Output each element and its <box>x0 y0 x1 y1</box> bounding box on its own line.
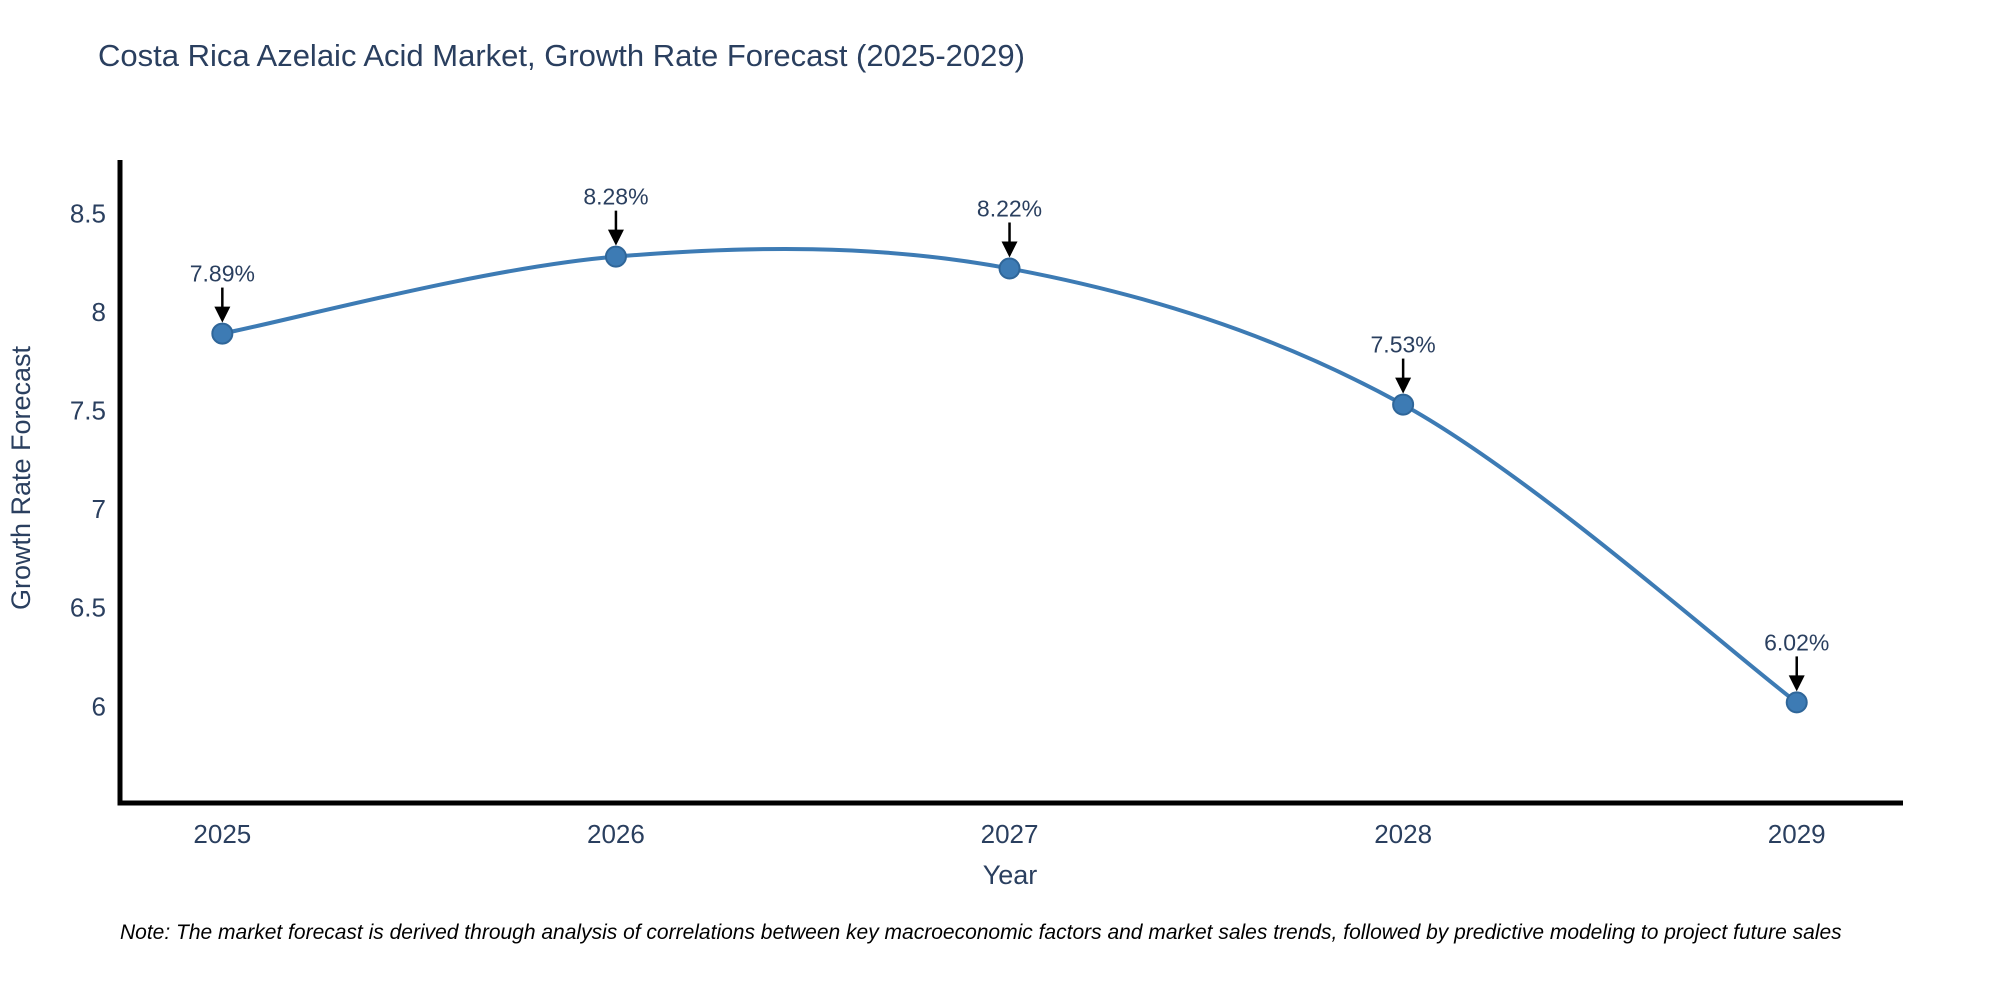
y-tick-label: 6 <box>92 691 106 721</box>
point-value-label: 7.53% <box>1371 332 1436 358</box>
forecast-line <box>221 246 1798 704</box>
point-value-label: 8.28% <box>583 184 648 210</box>
x-tick-label: 2028 <box>1374 819 1432 849</box>
chart-title: Costa Rica Azelaic Acid Market, Growth R… <box>98 38 1025 73</box>
axes <box>117 160 1903 806</box>
footnote: Note: The market forecast is derived thr… <box>120 921 1842 944</box>
annotation-arrowhead-icon <box>607 229 624 246</box>
y-axis-title: Growth Rate Forecast <box>6 345 36 610</box>
y-tick-label: 8.5 <box>70 198 106 228</box>
x-tick-label: 2029 <box>1768 819 1826 849</box>
point-annotations: 7.89% 8.28% 8.22% 7.53% 6.02% <box>190 184 1829 692</box>
data-point-marker <box>1392 393 1415 416</box>
line-series <box>211 245 1808 714</box>
axis-tick-labels: 6 6.5 7 7.5 8 8.5 2025 2026 2027 2028 2029 <box>70 198 1826 849</box>
annotation-arrowhead-icon <box>214 306 231 323</box>
x-tick-label: 2025 <box>193 819 251 849</box>
y-tick-label: 8 <box>92 297 106 327</box>
point-value-label: 8.22% <box>977 195 1042 221</box>
data-point-marker <box>604 245 627 268</box>
annotation-arrowhead-icon <box>1395 377 1412 394</box>
annotation-arrowhead-icon <box>1788 675 1805 692</box>
x-tick-label: 2026 <box>587 819 645 849</box>
x-axis-title: Year <box>983 860 1038 890</box>
y-tick-label: 6.5 <box>70 593 106 623</box>
data-point-marker <box>998 257 1021 280</box>
y-tick-label: 7 <box>92 494 106 524</box>
x-tick-label: 2027 <box>981 819 1039 849</box>
y-tick-label: 7.5 <box>70 395 106 425</box>
point-value-label: 6.02% <box>1764 629 1829 655</box>
data-point-marker <box>1785 691 1808 714</box>
data-point-marker <box>211 322 234 345</box>
point-value-label: 7.89% <box>190 261 255 287</box>
annotation-arrowhead-icon <box>1001 241 1018 258</box>
